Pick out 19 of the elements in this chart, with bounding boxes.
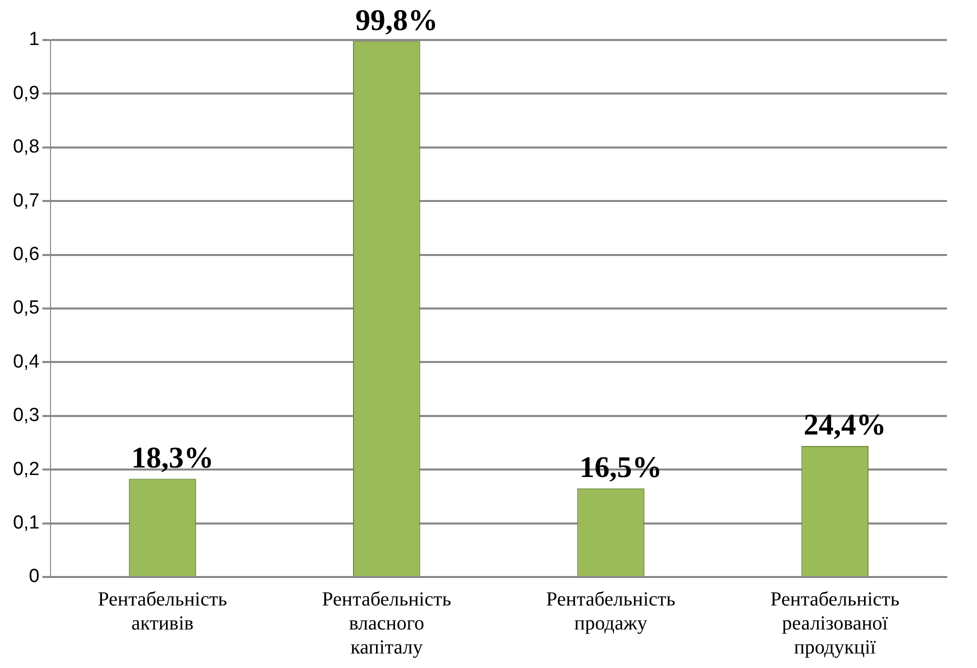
data-label: 99,8% (355, 4, 438, 37)
x-tick-label: Рентабельність реалізованої продукції (770, 588, 900, 658)
x-tick-label: Рентабельність власного капіталу (322, 588, 452, 658)
y-tick-label: 0,5 (12, 298, 40, 319)
y-tick-label: 0,6 (12, 244, 40, 266)
y-tick-label: 0,1 (12, 512, 40, 534)
data-label: 18,3% (131, 441, 214, 474)
y-tick-label: 0,8 (12, 136, 40, 158)
x-tick-label: Рентабельність активів (98, 588, 228, 634)
x-tick-label: Рентабельність продажу (546, 588, 676, 634)
y-tick-label: 0,9 (12, 82, 40, 104)
y-tick-label: 0 (28, 566, 40, 588)
y-tick-label: 0,3 (12, 405, 40, 426)
data-label: 16,5% (580, 451, 662, 484)
y-tick-label: 0,7 (12, 190, 40, 212)
y-tick-label: 1 (28, 29, 40, 50)
y-tick-label: 0,4 (12, 351, 40, 372)
y-tick-label: 0,2 (12, 458, 40, 480)
data-label: 24,4% (804, 408, 886, 442)
